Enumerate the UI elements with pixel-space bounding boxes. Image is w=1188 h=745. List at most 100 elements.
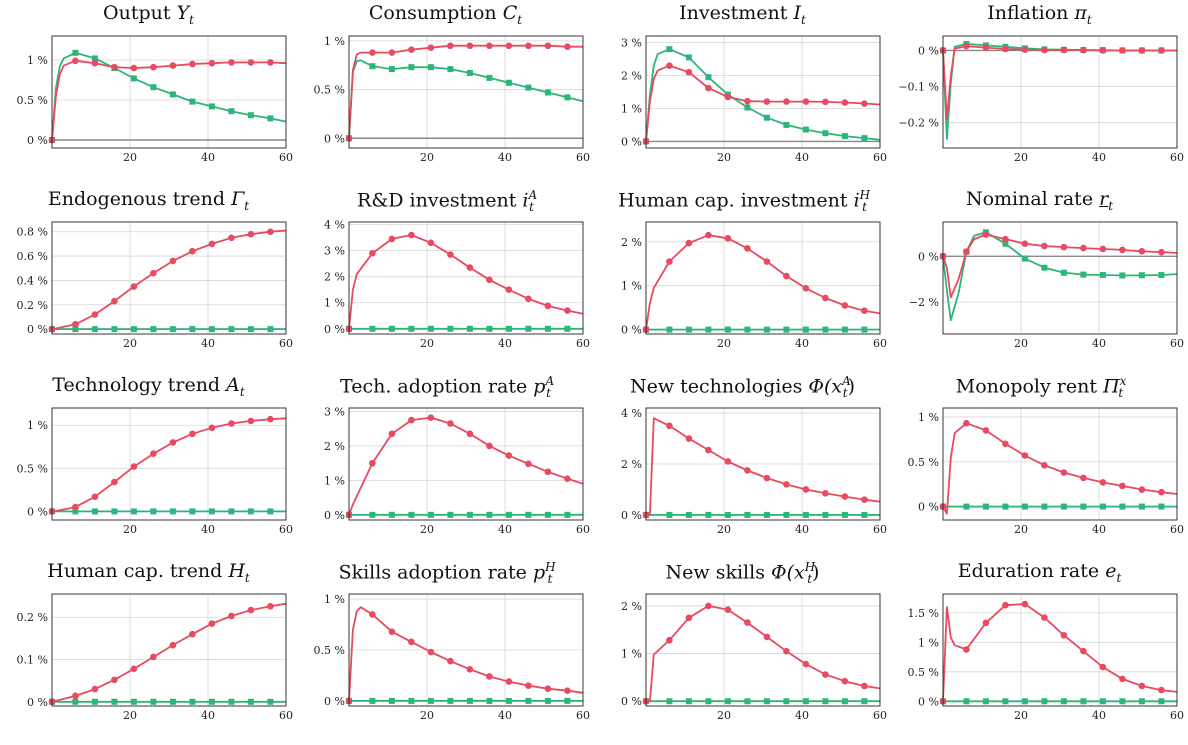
data-point (802, 326, 809, 333)
data-point (486, 42, 493, 50)
x-tick-label: 20 (123, 337, 137, 350)
y-tick-label: 1 % (27, 54, 48, 67)
data-point (564, 475, 571, 482)
data-point (408, 697, 415, 704)
data-point (208, 59, 216, 67)
y-tick-label: 2 % (621, 458, 642, 471)
data-point (150, 653, 157, 661)
data-point (228, 612, 235, 620)
data-point (861, 511, 868, 518)
data-point (466, 325, 473, 332)
chart-title-subscript: t (1116, 570, 1122, 585)
chart-title-text: New skills (665, 561, 765, 584)
chart-title-superscript: H (545, 560, 556, 574)
x-tick-label: 60 (873, 151, 887, 164)
data-point (544, 511, 551, 518)
x-tick-label: 20 (420, 337, 434, 350)
data-point (1080, 647, 1087, 655)
data-point (408, 416, 415, 424)
data-point (724, 326, 731, 333)
x-tick-label: 40 (201, 151, 215, 164)
data-point (763, 258, 771, 265)
y-tick-label: 3 % (621, 37, 642, 50)
data-point (525, 697, 532, 704)
data-point (705, 74, 712, 81)
data-point (72, 692, 79, 700)
chart-title-symbol: r (1099, 188, 1109, 210)
data-point (841, 326, 848, 333)
series-line-red (51, 229, 287, 330)
plot-frame (51, 407, 287, 521)
y-tick-label: 1 % (621, 280, 642, 293)
data-point (1041, 462, 1048, 469)
chart-svg: 20 40 60 0 % 1 % 2 % 3 % (324, 405, 590, 536)
y-tick-label: 0.8 % (17, 226, 48, 239)
data-point (564, 43, 571, 51)
data-point (388, 325, 395, 332)
data-point (267, 698, 274, 705)
data-point (369, 459, 376, 467)
chart-title-text: Output (103, 2, 171, 24)
data-point (841, 133, 848, 140)
data-point (447, 420, 454, 427)
data-point (861, 496, 868, 503)
data-point (130, 326, 137, 333)
chart-panel-2: Consumption Ct 20 40 60 0 % 0.5 % 1 % (297, 0, 594, 186)
data-point (72, 320, 79, 328)
data-point (111, 676, 118, 684)
data-point (247, 59, 255, 66)
data-point (802, 285, 810, 292)
data-point (963, 698, 970, 705)
chart-title-superscript: H (859, 188, 871, 202)
chart-title-text: Monopoly rent (955, 375, 1097, 398)
data-point (91, 311, 99, 318)
data-point (544, 468, 552, 476)
data-point (1002, 698, 1009, 705)
data-point (150, 326, 157, 333)
y-tick-label: 0.6 % (17, 250, 48, 263)
chart-title-symbol: p (532, 561, 546, 584)
data-point (666, 636, 673, 644)
data-point (130, 75, 137, 82)
data-point (705, 231, 712, 239)
chart-title-suffix: ) (812, 561, 820, 584)
data-point (1002, 45, 1009, 53)
data-point (1002, 503, 1009, 510)
x-tick-label: 20 (420, 151, 434, 164)
data-point (685, 54, 692, 61)
data-point (130, 698, 137, 705)
plot-frame (348, 407, 584, 521)
series-line-red (646, 417, 881, 516)
data-point (267, 508, 274, 515)
data-point (744, 245, 751, 252)
x-tick-label: 60 (576, 523, 590, 536)
chart-title-text: R&D investment (357, 189, 517, 212)
data-point (1002, 601, 1009, 609)
data-point (1158, 488, 1165, 496)
data-point (564, 511, 571, 518)
data-point (189, 430, 196, 438)
chart-title-symbol: Φ(x (771, 561, 805, 584)
x-tick-label: 20 (1014, 151, 1028, 164)
data-point (861, 307, 868, 315)
data-point (982, 44, 990, 51)
y-tick-label: 0.2 % (17, 611, 48, 624)
data-point (111, 508, 118, 515)
data-point (427, 239, 435, 247)
data-point (666, 422, 673, 430)
x-tick-label: 40 (201, 337, 215, 350)
chart-title-subscript: t (1118, 386, 1124, 401)
data-point (388, 49, 396, 56)
chart-title: Inflation πt (891, 2, 1188, 27)
x-tick-label: 40 (795, 709, 809, 722)
chart-title: Tech. adoption rate pAt (297, 374, 594, 400)
chart-panel-1: Output Yt 20 40 60 0 % 0.5 % 1 % (0, 0, 297, 186)
data-point (724, 606, 732, 614)
y-tick-label: 4 % (324, 219, 345, 232)
data-point (388, 235, 396, 243)
chart-svg: 20 40 60 0 % 1 % 2 % 3 % 4 % (324, 219, 590, 350)
plot-frame (51, 593, 287, 707)
data-point (1080, 244, 1087, 252)
chart-title-subscript: t (1086, 12, 1092, 27)
x-tick-label: 60 (873, 523, 887, 536)
